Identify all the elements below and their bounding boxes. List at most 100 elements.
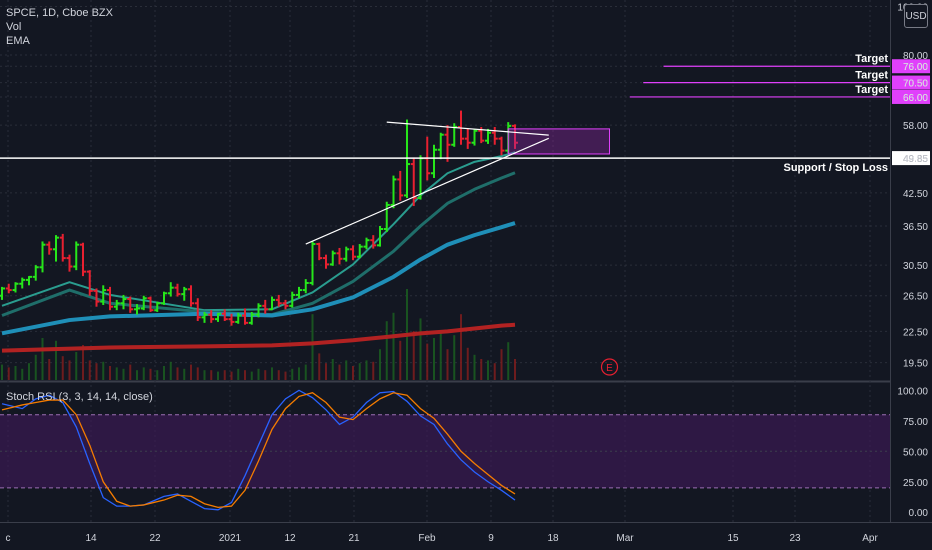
- target-label: Target: [855, 53, 888, 65]
- volume-bar: [453, 335, 456, 380]
- triangle-trendline[interactable]: [305, 137, 549, 245]
- volume-bar: [264, 370, 267, 380]
- symbol-title[interactable]: SPCE, 1D, Cboe BZX: [6, 7, 113, 19]
- volume-bar: [480, 359, 483, 380]
- ema-line: [1, 322, 516, 353]
- volume-bar: [412, 331, 415, 380]
- volume-bar: [298, 367, 300, 380]
- target-price-text: 76.00: [903, 62, 928, 73]
- price-tick-label: 30.50: [903, 261, 928, 272]
- volume-bar: [75, 352, 78, 380]
- volume-bar: [379, 349, 381, 380]
- axes: 19.50 22.50 26.50 30.50 36.50 42.50 49.85 58.00…: [6, 2, 929, 544]
- volume-bar: [500, 349, 503, 380]
- time-tick-label: Apr: [862, 533, 878, 544]
- symbol-legend: SPCE, 1D, Cboe BZX Vol EMA: [6, 6, 113, 48]
- volume-bar: [190, 364, 192, 380]
- volume-bar: [365, 360, 368, 380]
- volume-bar: [473, 354, 476, 380]
- volume-bar: [21, 368, 24, 380]
- volume-bar: [460, 314, 462, 380]
- volume-bar: [244, 370, 246, 380]
- volume-bar: [102, 361, 105, 380]
- support-label: Support / Stop Loss: [784, 162, 889, 174]
- time-tick-label: 14: [85, 533, 97, 544]
- volume-bar: [14, 366, 17, 380]
- volume-bar: [142, 367, 145, 380]
- time-tick-label: 22: [149, 533, 161, 544]
- currency-button[interactable]: USD: [904, 4, 928, 28]
- volume-bar: [48, 359, 51, 380]
- volume-legend[interactable]: Vol: [6, 21, 22, 33]
- volume-bar: [156, 370, 159, 380]
- volume-bar: [55, 340, 57, 380]
- stoch-rsi-legend[interactable]: Stoch RSI (3, 3, 14, 14, close): [6, 390, 153, 404]
- price-tick-label: 42.50: [903, 189, 928, 200]
- earnings-marker[interactable]: [600, 358, 619, 376]
- price-tick-label: 70.50: [903, 79, 928, 90]
- volume-bar: [1, 364, 3, 380]
- volume-bar: [426, 343, 429, 380]
- volume-bar: [331, 359, 334, 380]
- volume-bars: [1, 289, 516, 380]
- target-price-tag: [892, 75, 930, 90]
- target-price-tag: [892, 59, 930, 74]
- triangle-trendline[interactable]: [386, 121, 549, 136]
- volume-bar: [250, 371, 253, 380]
- volume-bar: [203, 370, 206, 380]
- volume-bar: [277, 370, 280, 380]
- rsi-tick-label: 0.00: [909, 508, 929, 519]
- volume-bar: [115, 367, 118, 380]
- volume-bar: [210, 370, 213, 380]
- earnings-marker-label: E: [606, 363, 613, 374]
- volume-bar: [88, 360, 91, 380]
- volume-bar: [217, 371, 219, 380]
- rsi-tick-label: 100.00: [897, 386, 928, 397]
- price-tick-label: 26.50: [903, 292, 928, 303]
- rsi-tick-label: 75.00: [903, 417, 928, 428]
- price-tick-label: 66.00: [903, 93, 928, 104]
- volume-bar: [61, 356, 64, 380]
- time-tick-label: 23: [789, 533, 801, 544]
- volume-bar: [271, 367, 273, 380]
- volume-bar: [237, 368, 240, 380]
- time-tick-label: 15: [727, 533, 739, 544]
- volume-bar: [466, 347, 469, 380]
- target-price-text: 70.50: [903, 79, 928, 90]
- volume-bar: [169, 361, 172, 380]
- stoch-d-line: [1, 392, 516, 509]
- time-tick-label: 2021: [219, 533, 242, 544]
- volume-bar: [41, 338, 44, 380]
- volume-bar: [304, 364, 307, 380]
- rsi-tick-label: 25.00: [903, 478, 928, 489]
- volume-bar: [318, 353, 321, 380]
- support-price-tag: [892, 151, 930, 166]
- volume-bar: [129, 364, 132, 380]
- volume-bar: [163, 366, 165, 380]
- volume-bar: [122, 368, 125, 380]
- volume-bar: [109, 366, 111, 380]
- volume-bar: [136, 370, 138, 380]
- volume-bar: [338, 364, 341, 380]
- volume-bar: [311, 314, 314, 380]
- volume-bar: [433, 338, 435, 380]
- price-tick-label: 58.00: [903, 121, 928, 132]
- time-tick-label: 12: [284, 533, 296, 544]
- drawing-annotations[interactable]: Support / Stop Loss 49.85 Target 76.00 Targe…: [0, 53, 930, 376]
- volume-bar: [352, 366, 354, 380]
- volume-bar: [183, 368, 186, 380]
- target-price-text: 66.00: [903, 93, 928, 104]
- target-price-tag: [892, 89, 930, 104]
- ema-line: [1, 151, 516, 312]
- volume-bar: [514, 359, 516, 380]
- ema-legend[interactable]: EMA: [6, 35, 30, 47]
- volume-bar: [372, 361, 375, 380]
- volume-bar: [257, 368, 260, 380]
- target-label: Target: [855, 70, 888, 82]
- volume-bar: [493, 363, 496, 380]
- volume-bar: [284, 371, 287, 380]
- volume-bar: [507, 342, 510, 380]
- price-tick-label: 80.00: [903, 51, 928, 62]
- volume-bar: [439, 332, 442, 380]
